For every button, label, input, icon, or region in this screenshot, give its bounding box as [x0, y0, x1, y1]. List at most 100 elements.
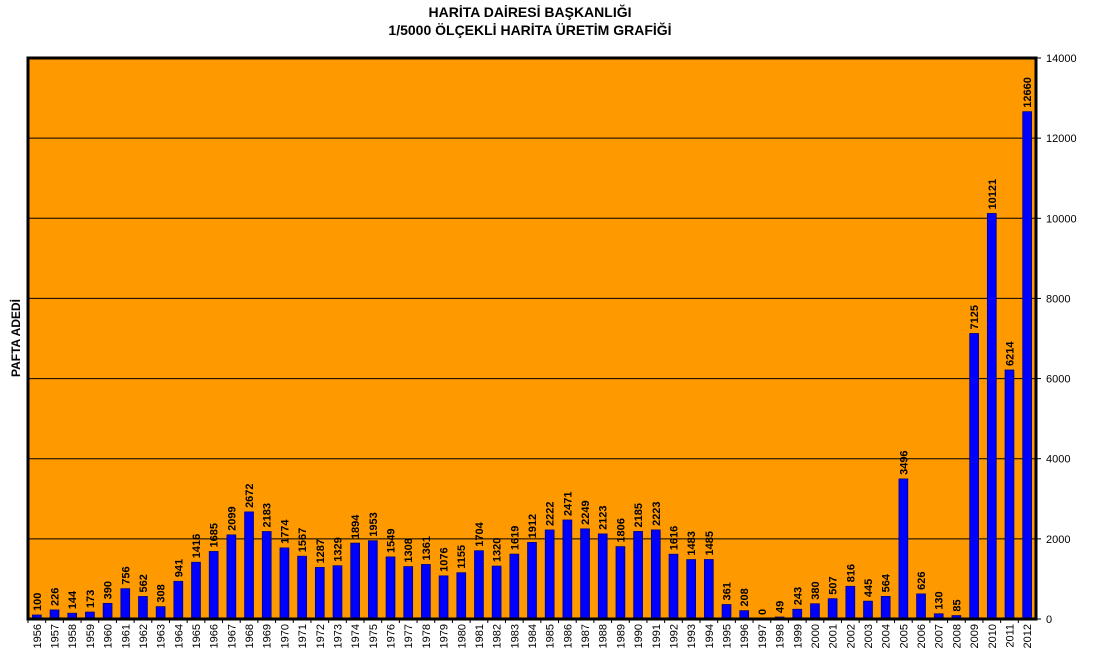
x-tick-label: 2005	[898, 624, 910, 648]
x-tick-label: 1999	[792, 624, 804, 648]
data-label: 308	[156, 584, 168, 602]
data-label: 1549	[386, 528, 398, 552]
data-label: 361	[722, 582, 734, 600]
data-label: 243	[792, 587, 804, 605]
data-label: 1361	[421, 536, 433, 560]
x-tick-label: 1988	[598, 624, 610, 648]
x-tick-label: 1973	[332, 624, 344, 648]
bar	[650, 529, 661, 620]
bar	[562, 519, 573, 620]
data-label: 2471	[562, 491, 574, 515]
x-tick-label: 1989	[615, 624, 627, 648]
bar	[1022, 111, 1032, 620]
data-label: 626	[916, 572, 928, 590]
data-label: 1567	[297, 528, 309, 552]
data-label: 445	[863, 579, 875, 597]
y-tick-label: 8000	[1046, 293, 1070, 305]
data-label: 564	[881, 573, 893, 592]
bar	[332, 565, 343, 620]
x-tick-label: 1971	[297, 624, 309, 648]
x-tick-label: 1968	[244, 624, 256, 648]
data-label: 1806	[615, 518, 627, 542]
x-tick-label: 2006	[916, 624, 928, 648]
bar	[314, 567, 325, 620]
data-label: 3496	[898, 450, 910, 474]
bar	[208, 551, 219, 620]
y-tick-label: 10000	[1046, 213, 1077, 225]
data-label: 1416	[191, 534, 203, 558]
x-tick-label: 2003	[863, 624, 875, 648]
data-label: 507	[828, 576, 840, 594]
bar	[916, 593, 926, 620]
bar	[173, 580, 184, 620]
x-tick-label: 2009	[969, 624, 981, 648]
x-tick-label: 1987	[580, 624, 592, 648]
bar	[668, 553, 679, 620]
data-label: 562	[138, 574, 150, 592]
x-tick-label: 1966	[209, 624, 221, 648]
bar	[863, 600, 873, 620]
data-label: 816	[845, 564, 857, 582]
x-tick-label: 1979	[439, 624, 451, 648]
bar	[544, 529, 555, 620]
x-tick-label: 1991	[651, 624, 663, 648]
data-label: 2123	[598, 505, 610, 529]
data-label: 1704	[474, 521, 486, 546]
data-label: 1483	[686, 531, 698, 555]
data-label: 6214	[1004, 341, 1016, 366]
x-tick-label: 2002	[845, 624, 857, 648]
x-tick-label: 1970	[279, 624, 291, 648]
x-tick-label: 2001	[828, 624, 840, 648]
data-label: 1616	[668, 526, 680, 550]
data-label: 2099	[226, 506, 238, 530]
x-tick-label: 1956	[32, 624, 44, 648]
data-label: 144	[67, 590, 79, 609]
bar	[474, 550, 484, 620]
chart-subtitle: 1/5000 ÖLÇEKLİ HARİTA ÜRETİM GRAFİĞİ	[388, 21, 671, 38]
x-tick-label: 2004	[881, 624, 893, 648]
x-tick-label: 1996	[739, 624, 751, 648]
data-label: 130	[934, 591, 946, 609]
bar	[845, 585, 856, 620]
x-tick-label: 2011	[1004, 624, 1016, 648]
x-tick-label: 1963	[156, 624, 168, 648]
data-label: 1774	[279, 519, 291, 544]
bar	[580, 528, 590, 620]
bar	[898, 478, 909, 620]
bar	[155, 606, 166, 620]
bar	[509, 553, 520, 620]
bar	[721, 604, 732, 620]
data-label: 1912	[527, 514, 539, 538]
bar	[1004, 369, 1015, 620]
data-label: 1619	[509, 526, 521, 550]
bar	[704, 559, 714, 620]
data-label: 380	[810, 581, 822, 599]
x-tick-label: 1985	[545, 624, 557, 648]
bar	[827, 598, 838, 620]
bar	[279, 547, 290, 620]
x-tick-label: 2008	[951, 624, 963, 648]
bar	[810, 603, 820, 620]
data-label: 2183	[262, 503, 274, 527]
data-label: 390	[103, 581, 115, 599]
x-tick-label: 1995	[722, 624, 734, 648]
bar	[244, 511, 254, 620]
x-tick-label: 1983	[509, 624, 521, 648]
data-label: 1308	[403, 538, 415, 562]
plot-area	[28, 58, 1036, 619]
x-tick-label: 1957	[50, 624, 62, 648]
data-label: 1076	[439, 547, 451, 571]
x-tick-label: 1958	[67, 624, 79, 648]
bar	[297, 555, 307, 620]
x-tick-label: 1986	[562, 624, 574, 648]
x-tick-label: 1969	[262, 624, 274, 648]
data-label: 49	[775, 601, 787, 613]
x-tick-label: 1960	[103, 624, 115, 648]
data-label: 1329	[332, 537, 344, 561]
bar	[385, 556, 396, 620]
bar	[597, 533, 608, 620]
x-tick-label: 1997	[757, 624, 769, 648]
bar	[456, 572, 467, 620]
x-tick-label: 1964	[173, 624, 185, 648]
